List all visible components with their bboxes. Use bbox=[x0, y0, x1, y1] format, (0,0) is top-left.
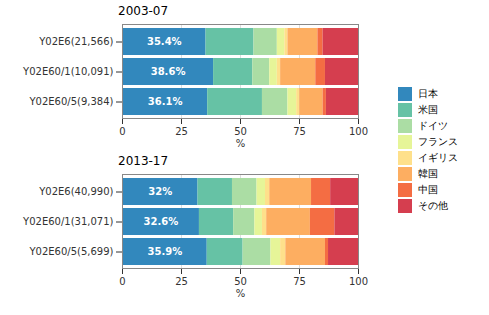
html-text:中国: 中国 bbox=[418, 184, 438, 195]
svg-text:32.6%: 32.6% bbox=[144, 216, 179, 227]
html-text:フランス: フランス bbox=[418, 136, 458, 147]
svg-text:35.9%: 35.9% bbox=[148, 246, 183, 257]
svg-text:25: 25 bbox=[175, 126, 188, 137]
svg-text:%: % bbox=[236, 138, 246, 149]
svg-text:38.6%: 38.6% bbox=[151, 66, 186, 77]
svg-text:Y02E6(40,990): Y02E6(40,990) bbox=[38, 186, 113, 197]
svg-text:Y02E60/1(31,071): Y02E60/1(31,071) bbox=[22, 216, 113, 227]
svg-text:75: 75 bbox=[293, 276, 306, 287]
svg-text:100: 100 bbox=[349, 126, 368, 137]
html-text:韓国: 韓国 bbox=[418, 168, 438, 179]
html-text:2003-07: 2003-07 bbox=[118, 4, 169, 18]
html-text:米国: 米国 bbox=[418, 104, 438, 115]
svg-text:Y02E6(21,566): Y02E6(21,566) bbox=[38, 36, 113, 47]
svg-text:0: 0 bbox=[119, 126, 125, 137]
svg-text:25: 25 bbox=[175, 276, 188, 287]
svg-text:36.1%: 36.1% bbox=[148, 96, 183, 107]
svg-text:50: 50 bbox=[234, 126, 247, 137]
svg-text:Y02E60/5(5,699): Y02E60/5(5,699) bbox=[28, 246, 113, 257]
svg-text:Y02E60/1(10,091): Y02E60/1(10,091) bbox=[22, 66, 113, 77]
svg-text:35.4%: 35.4% bbox=[147, 36, 182, 47]
html-text:イギリス: イギリス bbox=[418, 152, 458, 163]
html-text:ドイツ: ドイツ bbox=[418, 120, 448, 131]
svg-text:0: 0 bbox=[119, 276, 125, 287]
html-text:日本: 日本 bbox=[418, 88, 438, 99]
svg-text:75: 75 bbox=[293, 126, 306, 137]
svg-text:50: 50 bbox=[234, 276, 247, 287]
svg-text:%: % bbox=[236, 288, 246, 299]
svg-text:100: 100 bbox=[349, 276, 368, 287]
html-text:その他: その他 bbox=[418, 200, 448, 211]
html-text:2013-17: 2013-17 bbox=[118, 154, 169, 168]
svg-text:32%: 32% bbox=[148, 186, 172, 197]
svg-text:Y02E60/5(9,384): Y02E60/5(9,384) bbox=[28, 96, 113, 107]
